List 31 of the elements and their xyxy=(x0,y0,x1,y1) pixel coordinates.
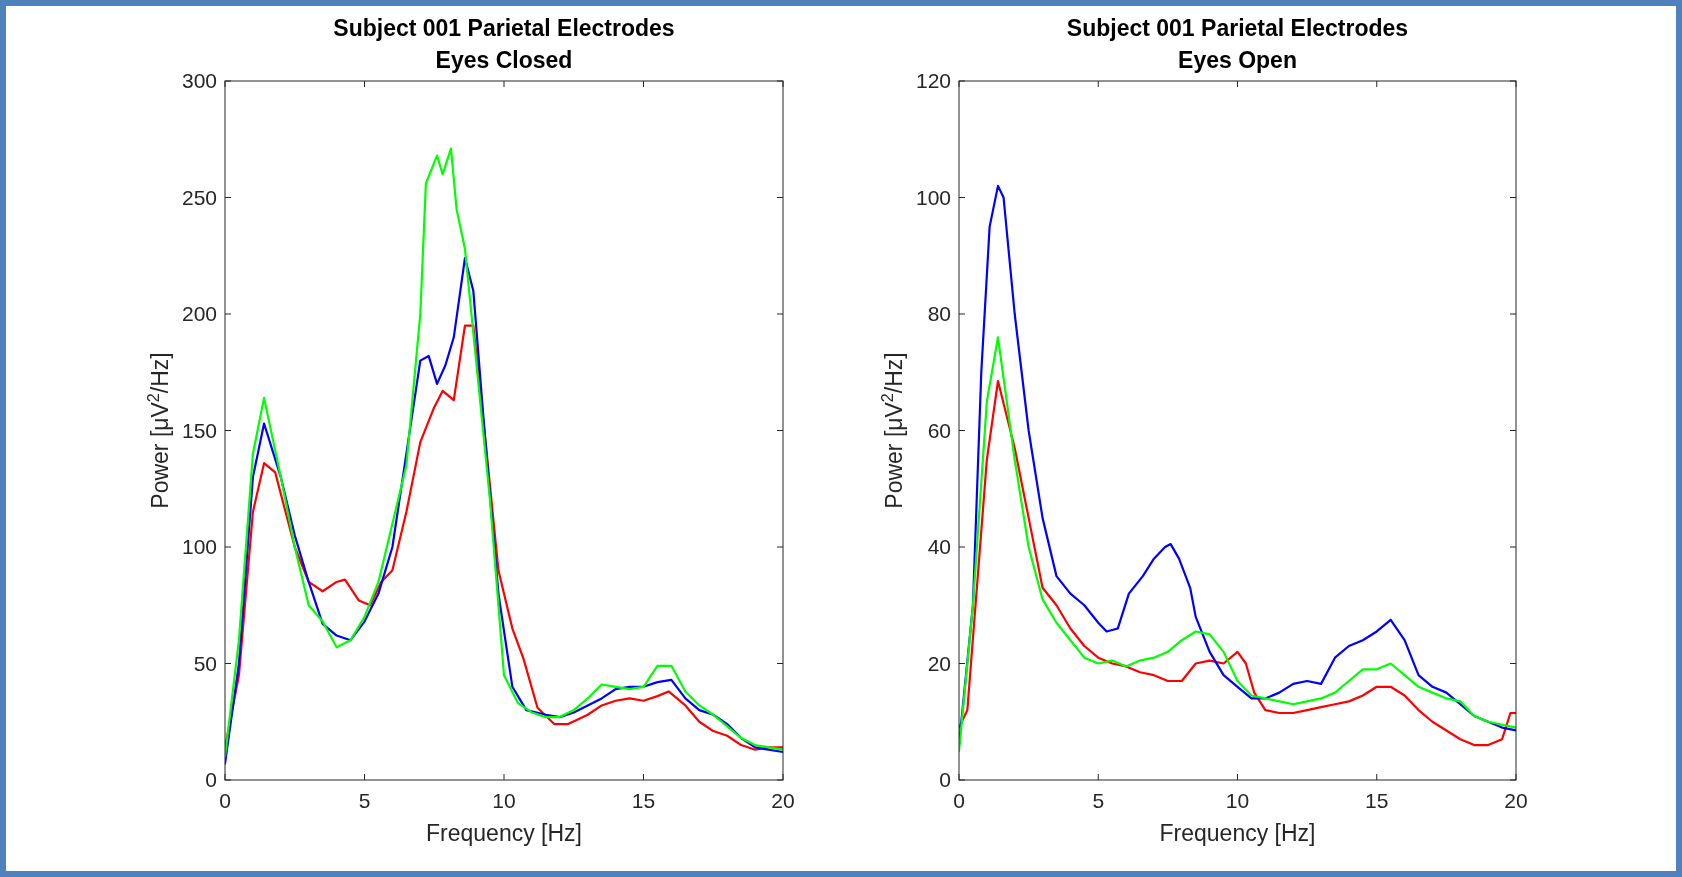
x-tick-label: 15 xyxy=(631,789,656,812)
x-tick-label: 10 xyxy=(492,789,516,812)
x-axis-title: Frequency [Hz] xyxy=(1159,820,1316,846)
x-tick-label: 20 xyxy=(771,789,795,812)
x-tick-label: 15 xyxy=(1365,789,1389,812)
y-tick-label: 120 xyxy=(915,69,951,92)
y-tick-label: 150 xyxy=(181,418,217,442)
chart-subtitle: Eyes Closed xyxy=(435,47,573,73)
y-tick-label: 80 xyxy=(927,302,951,325)
x-tick-label: 0 xyxy=(953,789,965,812)
y-tick-label: 50 xyxy=(193,651,217,675)
y-tick-label: 40 xyxy=(927,535,951,558)
x-tick-label: 20 xyxy=(1504,789,1528,812)
y-tick-label: 0 xyxy=(205,768,217,791)
y-tick-label: 0 xyxy=(939,768,951,791)
y-tick-label: 100 xyxy=(915,185,951,209)
chart-title: Subject 001 Parietal Electrodes xyxy=(333,15,675,41)
y-tick-label: 200 xyxy=(181,302,217,325)
chart-subtitle: Eyes Open xyxy=(1178,47,1297,73)
chart-title: Subject 001 Parietal Electrodes xyxy=(1066,15,1409,41)
x-tick-label: 10 xyxy=(1225,789,1250,812)
x-tick-label: 0 xyxy=(219,789,231,812)
line-series xyxy=(225,324,783,751)
y-tick-label: 60 xyxy=(927,418,951,442)
y-tick-label: 20 xyxy=(927,651,951,675)
x-tick-label: 5 xyxy=(1092,789,1105,812)
x-axis-title: Frequency [Hz] xyxy=(426,820,582,846)
y-tick-label: 250 xyxy=(181,185,217,209)
y-tick-label: 100 xyxy=(181,535,217,558)
x-tick-label: 5 xyxy=(358,789,371,812)
y-tick-label: 300 xyxy=(181,69,217,92)
